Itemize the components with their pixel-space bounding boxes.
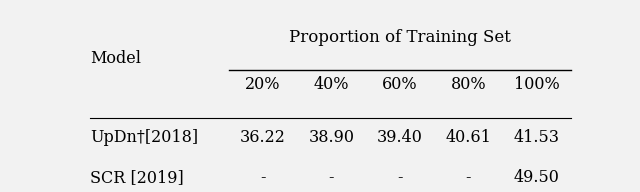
Text: 38.90: 38.90 xyxy=(308,129,355,146)
Text: -: - xyxy=(397,169,403,186)
Text: 40.61: 40.61 xyxy=(445,129,492,146)
Text: 80%: 80% xyxy=(451,76,486,93)
Text: 20%: 20% xyxy=(245,76,281,93)
Text: 100%: 100% xyxy=(514,76,560,93)
Text: -: - xyxy=(466,169,471,186)
Text: 60%: 60% xyxy=(382,76,418,93)
Text: -: - xyxy=(329,169,334,186)
Text: Model: Model xyxy=(90,50,141,67)
Text: 41.53: 41.53 xyxy=(514,129,560,146)
Text: 39.40: 39.40 xyxy=(377,129,423,146)
Text: Proportion of Training Set: Proportion of Training Set xyxy=(289,29,511,46)
Text: SCR [2019]: SCR [2019] xyxy=(90,169,184,186)
Text: 40%: 40% xyxy=(314,76,349,93)
Text: -: - xyxy=(260,169,266,186)
Text: UpDn†[2018]: UpDn†[2018] xyxy=(90,129,198,146)
Text: 49.50: 49.50 xyxy=(514,169,560,186)
Text: 36.22: 36.22 xyxy=(240,129,286,146)
